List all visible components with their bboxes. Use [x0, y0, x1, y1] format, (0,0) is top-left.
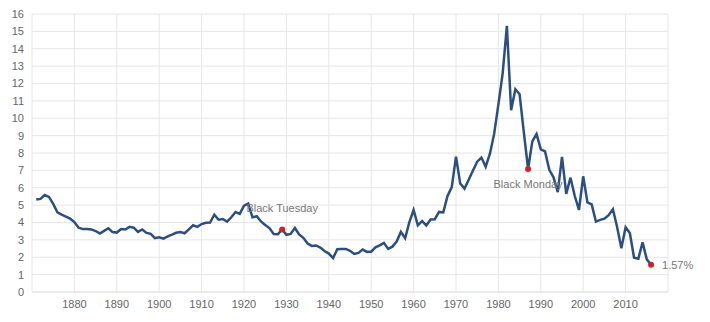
svg-text:13: 13 [12, 60, 24, 72]
svg-text:14: 14 [12, 43, 24, 55]
svg-text:8: 8 [18, 147, 24, 159]
svg-text:1: 1 [18, 269, 24, 281]
svg-text:5: 5 [18, 199, 24, 211]
svg-text:11: 11 [13, 95, 24, 107]
svg-text:Black Tuesday: Black Tuesday [246, 202, 318, 214]
svg-text:2000: 2000 [571, 298, 595, 310]
svg-text:9: 9 [18, 130, 24, 142]
svg-text:1.57%: 1.57% [662, 259, 693, 271]
svg-text:1980: 1980 [486, 298, 510, 310]
svg-text:1900: 1900 [147, 298, 171, 310]
svg-text:2: 2 [18, 251, 24, 263]
svg-text:7: 7 [18, 164, 24, 176]
svg-text:1930: 1930 [274, 298, 298, 310]
svg-text:1910: 1910 [189, 298, 213, 310]
svg-text:10: 10 [12, 112, 24, 124]
svg-text:Black Monday: Black Monday [494, 178, 564, 190]
svg-text:3: 3 [18, 234, 24, 246]
svg-text:1950: 1950 [359, 298, 383, 310]
svg-text:1880: 1880 [62, 298, 86, 310]
svg-text:0: 0 [18, 286, 24, 298]
svg-text:16: 16 [12, 8, 24, 20]
svg-text:12: 12 [12, 77, 24, 89]
svg-text:1940: 1940 [317, 298, 341, 310]
svg-text:1920: 1920 [232, 298, 256, 310]
svg-text:1970: 1970 [444, 298, 468, 310]
svg-text:4: 4 [18, 216, 24, 228]
svg-text:15: 15 [12, 25, 24, 37]
svg-text:6: 6 [18, 182, 24, 194]
svg-text:1960: 1960 [401, 298, 425, 310]
svg-text:2010: 2010 [613, 298, 637, 310]
svg-text:1990: 1990 [529, 298, 553, 310]
svg-text:1890: 1890 [105, 298, 129, 310]
